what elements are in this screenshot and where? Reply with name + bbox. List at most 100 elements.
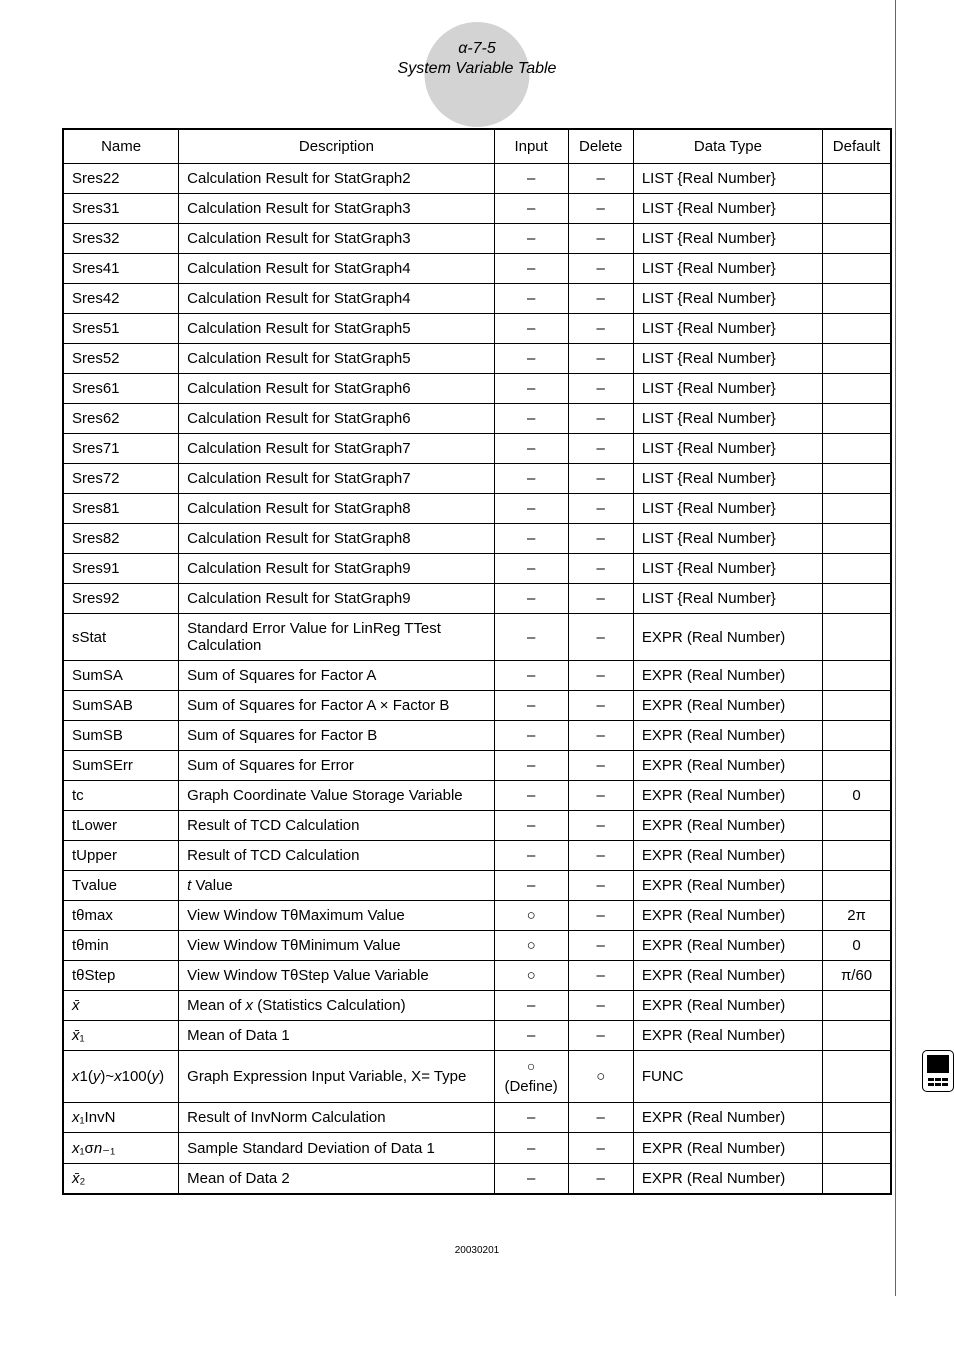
cell-datatype: EXPR (Real Number) [633,811,822,841]
cell-datatype: LIST {Real Number} [633,494,822,524]
cell-datatype: EXPR (Real Number) [633,871,822,901]
cell-delete: – [568,584,633,614]
cell-default [823,584,891,614]
cell-description: View Window TθMaximum Value [179,901,494,931]
cell-description: Mean of Data 1 [179,1021,494,1051]
cell-name: tθmax [63,901,179,931]
table-row: Sres62Calculation Result for StatGraph6–… [63,404,891,434]
cell-description: Mean of Data 2 [179,1164,494,1195]
cell-name: Sres82 [63,524,179,554]
cell-delete: ○ [568,1051,633,1103]
cell-datatype: LIST {Real Number} [633,344,822,374]
table-row: Tvaluet Value––EXPR (Real Number) [63,871,891,901]
cell-delete: – [568,991,633,1021]
table-row: Sres22Calculation Result for StatGraph2–… [63,164,891,194]
cell-default: π/60 [823,961,891,991]
cell-input: – [494,344,568,374]
cell-default [823,614,891,661]
cell-description: View Window TθStep Value Variable [179,961,494,991]
cell-default [823,1164,891,1195]
cell-name: tUpper [63,841,179,871]
cell-name: x̄ [63,991,179,1021]
cell-description: Sum of Squares for Factor A × Factor B [179,691,494,721]
table-row: Sres91Calculation Result for StatGraph9–… [63,554,891,584]
cell-delete: – [568,524,633,554]
col-header-delete: Delete [568,129,633,164]
cell-default [823,164,891,194]
table-row: x₁InvNResult of InvNorm Calculation––EXP… [63,1103,891,1133]
cell-input: ○(Define) [494,1051,568,1103]
cell-default [823,811,891,841]
cell-default [823,344,891,374]
cell-description: Calculation Result for StatGraph5 [179,314,494,344]
table-row: sStatStandard Error Value for LinReg TTe… [63,614,891,661]
cell-delete: – [568,1164,633,1195]
cell-description: Calculation Result for StatGraph6 [179,374,494,404]
cell-name: sStat [63,614,179,661]
calculator-icon [922,1050,954,1092]
cell-default [823,991,891,1021]
cell-input: – [494,284,568,314]
cell-name: Sres41 [63,254,179,284]
cell-default [823,691,891,721]
cell-datatype: LIST {Real Number} [633,254,822,284]
cell-description: Calculation Result for StatGraph3 [179,224,494,254]
cell-description: Calculation Result for StatGraph4 [179,284,494,314]
cell-default [823,661,891,691]
cell-description: Calculation Result for StatGraph7 [179,464,494,494]
cell-delete: – [568,841,633,871]
cell-name: SumSA [63,661,179,691]
cell-default [823,404,891,434]
cell-delete: – [568,404,633,434]
cell-input: – [494,254,568,284]
cell-name: Sres72 [63,464,179,494]
table-row: Sres92Calculation Result for StatGraph9–… [63,584,891,614]
cell-delete: – [568,554,633,584]
table-row: x1(y)~x100(y)Graph Expression Input Vari… [63,1051,891,1103]
cell-input: – [494,991,568,1021]
page-border-right [895,0,896,1296]
cell-input: – [494,494,568,524]
cell-delete: – [568,1103,633,1133]
table-row: tθminView Window TθMinimum Value○–EXPR (… [63,931,891,961]
cell-default [823,224,891,254]
table-row: x̄₁Mean of Data 1––EXPR (Real Number) [63,1021,891,1051]
cell-input: – [494,434,568,464]
table-row: Sres52Calculation Result for StatGraph5–… [63,344,891,374]
cell-description: Calculation Result for StatGraph6 [179,404,494,434]
cell-datatype: EXPR (Real Number) [633,1164,822,1195]
cell-delete: – [568,344,633,374]
cell-name: Sres52 [63,344,179,374]
cell-datatype: EXPR (Real Number) [633,841,822,871]
cell-description: Sum of Squares for Factor A [179,661,494,691]
cell-input: ○ [494,901,568,931]
cell-datatype: LIST {Real Number} [633,464,822,494]
cell-name: tθStep [63,961,179,991]
cell-input: – [494,1103,568,1133]
cell-delete: – [568,164,633,194]
cell-input: – [494,614,568,661]
cell-default [823,284,891,314]
cell-delete: – [568,691,633,721]
cell-datatype: EXPR (Real Number) [633,1021,822,1051]
cell-name: Sres22 [63,164,179,194]
cell-input: – [494,1021,568,1051]
cell-name: x̄₁ [63,1021,179,1051]
cell-default [823,554,891,584]
cell-datatype: EXPR (Real Number) [633,991,822,1021]
cell-description: Calculation Result for StatGraph5 [179,344,494,374]
cell-delete: – [568,961,633,991]
cell-name: tLower [63,811,179,841]
cell-input: – [494,464,568,494]
table-row: Sres72Calculation Result for StatGraph7–… [63,464,891,494]
table-row: Sres42Calculation Result for StatGraph4–… [63,284,891,314]
cell-input: ○ [494,961,568,991]
cell-datatype: EXPR (Real Number) [633,721,822,751]
cell-input: – [494,871,568,901]
cell-delete: – [568,931,633,961]
cell-name: Sres92 [63,584,179,614]
cell-delete: – [568,901,633,931]
cell-name: x̄₂ [63,1164,179,1195]
cell-name: Sres32 [63,224,179,254]
cell-default [823,871,891,901]
